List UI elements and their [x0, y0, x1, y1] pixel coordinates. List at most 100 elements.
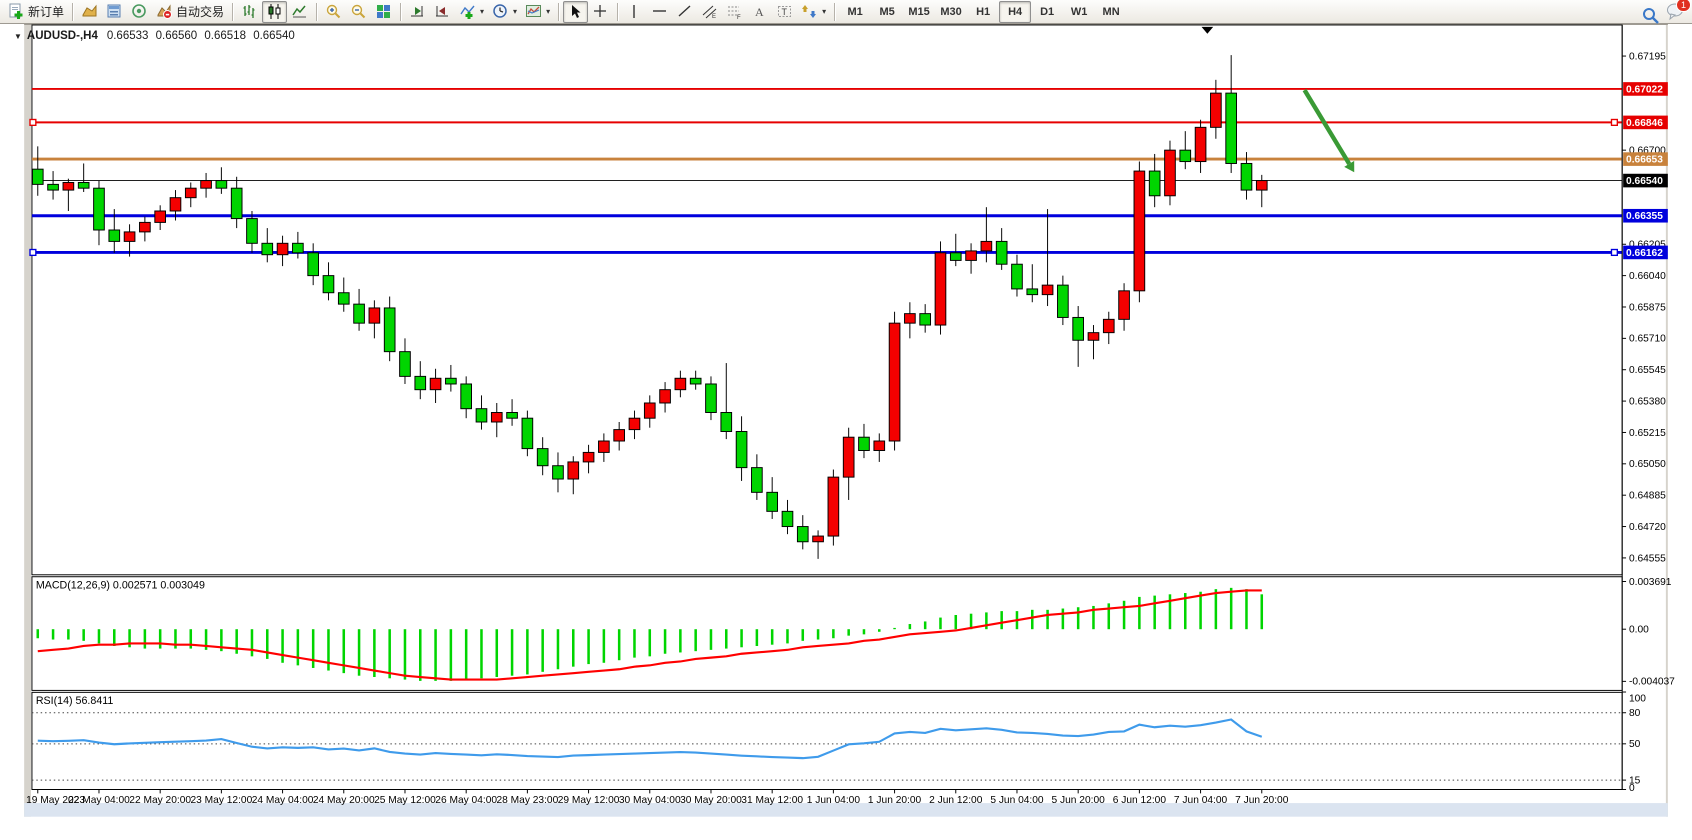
timeframe-M5[interactable]: M5 — [879, 5, 895, 18]
time-axis-label: 1 Jun 20:00 — [868, 795, 922, 806]
price-flag-0.66846 — [1623, 115, 1668, 130]
time-axis-label: 29 May 12:00 — [558, 795, 620, 806]
time-axis-label: 25 May 12:00 — [374, 795, 436, 806]
svg-text:T: T — [782, 7, 788, 17]
timeframe-D1[interactable]: D1 — [1040, 5, 1055, 18]
chart-shift-button[interactable] — [430, 1, 455, 23]
candle-69 — [1087, 332, 1100, 341]
peak-marker-icon[interactable] — [1201, 26, 1214, 34]
search-icon[interactable] — [1641, 6, 1659, 24]
candle-41 — [659, 389, 671, 404]
vertical-line-tool-button[interactable] — [622, 1, 647, 23]
signals-button[interactable] — [127, 1, 152, 23]
candle-4 — [93, 187, 105, 231]
rsi-pane[interactable] — [31, 691, 1623, 790]
cursor-tool-button[interactable] — [563, 0, 589, 23]
auto-trading-icon — [156, 3, 173, 20]
line-handle[interactable] — [29, 118, 37, 126]
candle-26 — [429, 377, 442, 391]
price-tick-label: 0.65710 — [1629, 334, 1666, 345]
zoom-in-button[interactable] — [321, 1, 346, 23]
auto-trading-button[interactable]: 自动交易 — [152, 1, 228, 23]
candle-37 — [598, 440, 610, 453]
new-order-button[interactable]: 新订单 — [4, 1, 68, 23]
templates-icon — [525, 3, 542, 20]
time-axis-label: 5 Jun 04:00 — [990, 795, 1044, 806]
trendline-icon — [676, 3, 693, 20]
line-handle[interactable] — [29, 248, 37, 257]
candle-77 — [1210, 92, 1222, 128]
time-axis-label: 24 May 20:00 — [313, 795, 375, 806]
line-handle[interactable] — [1610, 248, 1618, 257]
chevron-down-icon[interactable]: ▼ — [14, 31, 22, 41]
auto-scroll-button[interactable] — [405, 1, 430, 23]
candle-49 — [781, 510, 794, 528]
line-chart-button[interactable] — [287, 1, 312, 23]
candle-76 — [1194, 126, 1207, 163]
templates-button[interactable]: ▾ — [521, 1, 554, 23]
navigator-icon — [106, 3, 123, 20]
zoom-out-button[interactable] — [346, 1, 371, 23]
notifications-button[interactable]: 1 — [1666, 0, 1691, 26]
candlestick-chart-button[interactable] — [262, 0, 288, 23]
timeframe-M30[interactable]: M30 — [940, 5, 962, 18]
candle-48 — [766, 491, 778, 512]
candle-40 — [643, 402, 656, 419]
crosshair-tool-button[interactable] — [588, 1, 613, 23]
macd-pane[interactable] — [31, 576, 1623, 691]
candle-31 — [506, 412, 518, 419]
indicators-button[interactable]: ▾ — [455, 1, 488, 23]
new-order-label: 新订单 — [28, 5, 65, 19]
indicators-dropdown-caret[interactable]: ▾ — [480, 7, 485, 16]
fibonacci-tool-button[interactable]: F — [722, 1, 747, 23]
templates-dropdown-caret[interactable]: ▾ — [546, 7, 551, 16]
trendline-tool-button[interactable] — [672, 1, 697, 23]
timeframe-H1[interactable]: H1 — [976, 5, 991, 18]
candle-47 — [751, 467, 763, 493]
price-tick-label: 0.65380 — [1629, 396, 1666, 407]
candle-61 — [965, 250, 977, 261]
tile-windows-button[interactable] — [371, 1, 396, 23]
timeframe-MN[interactable]: MN — [1102, 5, 1120, 18]
periods-button[interactable]: ▾ — [488, 1, 521, 23]
trend-arrow[interactable] — [1302, 88, 1352, 166]
text-label-tool-button[interactable]: T — [772, 1, 797, 23]
timeframe-H4[interactable]: H4 — [999, 0, 1032, 23]
candle-28 — [460, 383, 472, 410]
navigator-button[interactable] — [102, 1, 127, 23]
time-axis-label: 22 May 20:00 — [129, 795, 191, 806]
chart-shift-icon — [434, 3, 451, 20]
rsi-axis-label: 50 — [1629, 739, 1641, 750]
timeframe-W1[interactable]: W1 — [1070, 5, 1088, 18]
price-flag-text: 0.66653 — [1626, 154, 1663, 165]
symbol-period-label: AUDUSD-,H4 — [26, 30, 98, 42]
time-axis-label: 1 Jun 04:00 — [807, 795, 861, 806]
shapes-dropdown-caret[interactable]: ▾ — [822, 7, 827, 16]
auto-scroll-icon — [409, 3, 426, 20]
bar-chart-button[interactable] — [237, 1, 262, 23]
window-left-edge — [24, 24, 31, 817]
chart-canvas[interactable]: 0.67195 0.66700 0.66205 0.66040 0.65875 0.657… — [0, 24, 1692, 840]
text-tool-button[interactable]: A — [747, 1, 772, 23]
market-watch-button[interactable] — [77, 1, 102, 23]
timeframe-M15[interactable]: M15 — [908, 5, 930, 18]
periods-dropdown-caret[interactable]: ▾ — [513, 7, 518, 16]
chart-window[interactable]: ▼ AUDUSD-,H4 0.66533 0.66560 0.66518 0.6… — [0, 24, 1692, 840]
price-flag-0.67022 — [1623, 82, 1668, 96]
candle-2 — [62, 181, 75, 191]
line-handle[interactable] — [1610, 118, 1618, 126]
text-label-icon: T — [776, 3, 793, 20]
shapes-tool-button[interactable]: ▾ — [797, 1, 830, 23]
candle-13 — [230, 187, 243, 220]
macd-axis-label: 0.00 — [1629, 625, 1649, 636]
horizontal-line-tool-button[interactable] — [647, 1, 672, 23]
candles — [31, 55, 1268, 559]
rsi-axis-label: 0 — [1629, 783, 1635, 794]
price-pane[interactable] — [31, 24, 1623, 576]
channel-tool-button[interactable]: E — [697, 1, 722, 23]
toolbar-separator — [232, 2, 234, 21]
candle-67 — [1057, 284, 1069, 318]
timeframe-M1[interactable]: M1 — [847, 5, 863, 18]
price-flag-0.66540 — [1623, 173, 1668, 188]
ohlc-readout: 0.66533 0.66560 0.66518 0.66540 — [103, 30, 295, 42]
